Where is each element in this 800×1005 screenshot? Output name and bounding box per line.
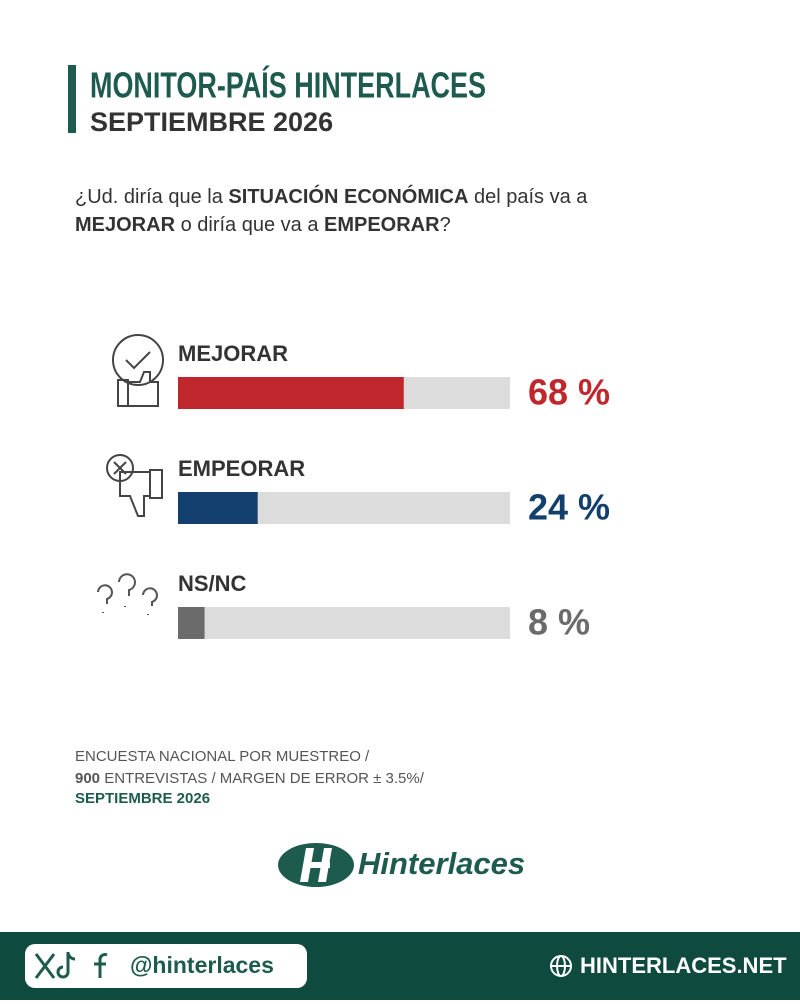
title-accent bbox=[68, 65, 76, 133]
value-label: 24 % bbox=[528, 487, 610, 528]
logo-mark bbox=[278, 843, 354, 887]
globe-icon bbox=[550, 955, 572, 977]
subtitle: SEPTIEMBRE 2026 bbox=[90, 107, 333, 137]
bar-track bbox=[178, 607, 510, 639]
category-label: EMPEORAR bbox=[178, 456, 305, 481]
category-label: NS/NC bbox=[178, 571, 247, 596]
bar-chart: MEJORAR 68 % EMPEORAR 24 % NS/NC 8 % bbox=[178, 341, 610, 643]
value-label: 68 % bbox=[528, 372, 610, 413]
question-bold: SITUACIÓN ECONÓMICA bbox=[228, 184, 468, 208]
bar bbox=[178, 377, 404, 409]
value-label: 8 % bbox=[528, 602, 590, 643]
icon-thumbs-down bbox=[106, 454, 163, 517]
question-line: MEJORAR o diría que va a EMPEORAR? bbox=[75, 214, 451, 236]
category-label: MEJORAR bbox=[178, 341, 288, 366]
icon-thumbs-up bbox=[112, 334, 164, 407]
social-icons bbox=[34, 951, 108, 979]
note-date: SEPTIEMBRE 2026 bbox=[75, 790, 210, 807]
logo-text: Hinterlaces bbox=[358, 846, 525, 881]
question-text: ? bbox=[440, 214, 451, 236]
social-pill bbox=[25, 944, 307, 988]
bar bbox=[178, 607, 205, 639]
question-bold: EMPEORAR bbox=[324, 214, 440, 236]
question-bold: MEJORAR bbox=[75, 214, 176, 236]
question-line: ¿Ud. diría que la SITUACIÓN ECONÓMICA de… bbox=[75, 184, 588, 208]
question-text: o diría que va a bbox=[175, 214, 324, 236]
note-count: 900 bbox=[75, 770, 100, 787]
title: MONITOR-PAÍS HINTERLACES bbox=[90, 65, 486, 106]
question-text: del país va a bbox=[468, 186, 588, 208]
bar bbox=[178, 492, 258, 524]
note-text: ENTREVISTAS / MARGEN DE ERROR ± 3.5%/ bbox=[100, 770, 425, 787]
note-line: 900 ENTREVISTAS / MARGEN DE ERROR ± 3.5%… bbox=[75, 770, 425, 787]
social-handle[interactable]: @hinterlaces bbox=[130, 952, 274, 978]
question-text: ¿Ud. diría que la bbox=[75, 186, 228, 208]
icon-question bbox=[97, 573, 158, 615]
note-line: ENCUESTA NACIONAL POR MUESTREO / bbox=[75, 748, 370, 765]
website[interactable]: HINTERLACES.NET bbox=[580, 953, 787, 978]
